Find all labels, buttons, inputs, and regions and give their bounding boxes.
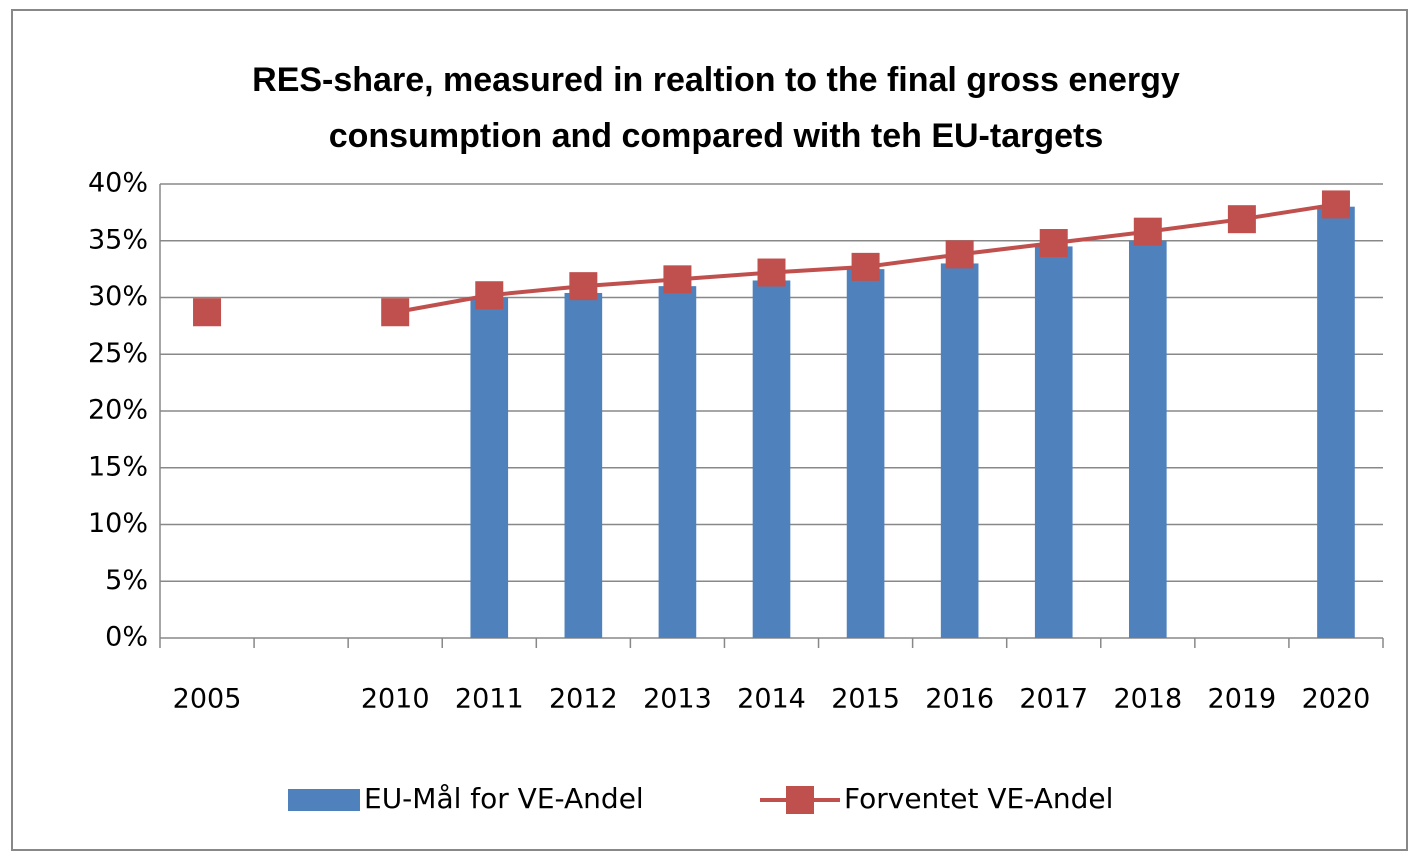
bar [658, 286, 697, 638]
bar [752, 280, 791, 638]
bar [1128, 240, 1167, 638]
legend-label: EU-Mål for VE-Andel [364, 782, 644, 815]
marker [381, 298, 410, 327]
y-tick-label: 20% [88, 395, 148, 426]
x-tick-label: 2017 [1019, 684, 1088, 715]
bar [846, 269, 885, 638]
x-tick-label: 2019 [1208, 684, 1277, 715]
legend-swatch [786, 786, 814, 814]
marker [569, 272, 598, 301]
chart-frame [11, 9, 1408, 851]
legend-swatch [288, 789, 360, 811]
x-tick-label: 2013 [643, 684, 712, 715]
y-tick-label: 5% [105, 565, 148, 596]
x-tick-label: 2016 [925, 684, 994, 715]
x-tick-label: 2014 [737, 684, 806, 715]
y-tick-label: 25% [88, 338, 148, 369]
bar [564, 292, 603, 638]
bar [1034, 246, 1073, 639]
bar [470, 297, 509, 638]
marker [1133, 217, 1162, 246]
x-tick-label: 2015 [831, 684, 900, 715]
y-tick-label: 35% [88, 224, 148, 255]
x-tick-label: 2011 [455, 684, 524, 715]
legend-label: Forventet VE-Andel [844, 782, 1113, 815]
marker [757, 258, 786, 287]
marker [851, 252, 880, 281]
marker [663, 265, 692, 294]
bar [1317, 206, 1355, 638]
marker [1321, 190, 1350, 219]
y-tick-label: 30% [88, 281, 148, 312]
marker [1039, 229, 1068, 258]
marker [193, 298, 222, 327]
y-tick-label: 0% [105, 622, 148, 653]
marker [475, 281, 504, 310]
y-tick-label: 10% [88, 508, 148, 539]
x-tick-label: 2005 [173, 684, 242, 715]
x-tick-label: 2020 [1302, 684, 1371, 715]
y-tick-label: 40% [88, 168, 148, 199]
y-tick-label: 15% [88, 451, 148, 482]
x-tick-label: 2012 [549, 684, 618, 715]
bar [940, 263, 979, 638]
x-tick-label: 2018 [1113, 684, 1182, 715]
marker [1227, 205, 1256, 234]
x-tick-label: 2010 [361, 684, 430, 715]
chart-title: RES-share, measured in realtion to the f… [252, 61, 1180, 99]
marker [945, 240, 974, 269]
chart-title: consumption and compared with teh EU-tar… [329, 117, 1104, 155]
